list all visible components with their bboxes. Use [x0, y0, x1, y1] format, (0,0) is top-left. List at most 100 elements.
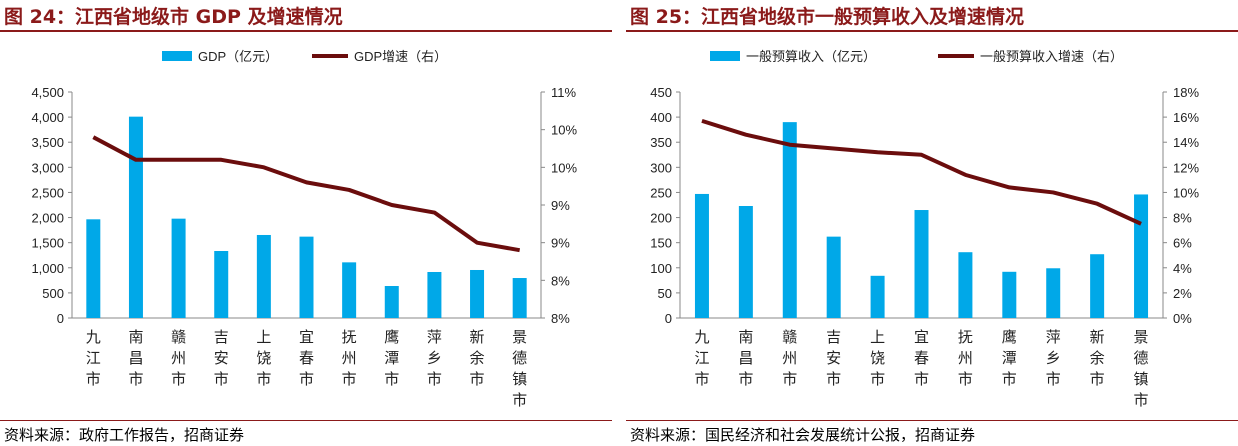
category-label: 乡	[1046, 349, 1061, 367]
category-label: 州	[782, 349, 797, 367]
category-label: 市	[470, 370, 485, 388]
y-tick-label: 300	[650, 160, 672, 175]
category-label: 安	[826, 349, 841, 367]
y-tick-label: 200	[650, 211, 672, 226]
bar	[1090, 254, 1105, 318]
category-label: 赣	[171, 328, 186, 346]
chart-panel-revenue: 图 25：江西省地级市一般预算收入及增速情况 一般预算收入（亿元） 一般预算收入增…	[626, 0, 1238, 446]
category-label: 市	[86, 370, 101, 388]
y2-tick-label: 18%	[1173, 85, 1199, 100]
bar	[427, 271, 442, 318]
category-label: 市	[1134, 391, 1149, 409]
chart-revenue: 一般预算收入（亿元） 一般预算收入增速（右） 0 50 100 150 200 250 300 3…	[650, 49, 1199, 409]
category-label: 春	[914, 349, 929, 367]
y-tick-label: 250	[650, 185, 672, 200]
bar	[171, 218, 186, 318]
y2-tick-label: 12%	[1173, 160, 1199, 175]
bar	[342, 262, 357, 318]
title-divider	[0, 30, 612, 32]
category-label: 市	[214, 370, 229, 388]
category-label: 吉	[214, 328, 229, 346]
y2-tick-label: 8%	[551, 311, 570, 326]
category-label: 市	[299, 370, 314, 388]
legend-label: 一般预算收入增速（右）	[980, 49, 1123, 64]
category-label: 市	[782, 370, 797, 388]
bar	[870, 275, 885, 318]
category-label: 饶	[256, 349, 271, 367]
category-label: 九	[86, 328, 101, 346]
bar	[826, 236, 841, 318]
y-tick-label: 2,500	[31, 185, 64, 200]
y2-tick-label: 8%	[1173, 211, 1192, 226]
bar	[299, 236, 314, 318]
y-tick-label: 50	[658, 286, 672, 301]
bar	[782, 122, 797, 318]
y2-tick-label: 10%	[551, 160, 577, 175]
chart-panel-gdp: 图 24：江西省地级市 GDP 及增速情况 GDP（亿元） GDP增速（右） 0 50…	[0, 0, 612, 446]
category-label: 宜	[914, 328, 929, 346]
category-label: 萍	[1046, 328, 1061, 346]
category-label: 江	[694, 349, 709, 367]
category-label: 昌	[738, 349, 753, 367]
y-tick-label: 450	[650, 85, 672, 100]
legend: 一般预算收入（亿元） 一般预算收入增速（右）	[710, 49, 1123, 64]
source-note: 资料来源：国民经济和社会发展统计公报，招商证券	[630, 426, 976, 444]
legend-label: GDP增速（右）	[354, 49, 447, 64]
y-tick-label: 0	[665, 311, 672, 326]
category-label: 市	[1046, 370, 1061, 388]
bar	[1046, 268, 1061, 318]
category-label: 市	[870, 370, 885, 388]
category-label: 南	[128, 328, 143, 346]
y2-tick-label: 6%	[1173, 236, 1192, 251]
bar	[470, 269, 485, 318]
bar	[1002, 271, 1017, 318]
bar	[512, 278, 527, 318]
category-label: 德	[1134, 349, 1149, 367]
chart-title: 图 25：江西省地级市一般预算收入及增速情况	[630, 6, 1025, 28]
category-label: 市	[738, 370, 753, 388]
category-label: 萍	[427, 328, 442, 346]
y-tick-label: 400	[650, 110, 672, 125]
bar	[128, 116, 143, 318]
bar	[384, 286, 399, 318]
category-label: 市	[1002, 370, 1017, 388]
y2-tick-label: 16%	[1173, 110, 1199, 125]
category-label: 市	[694, 370, 709, 388]
y-tick-label: 500	[42, 286, 64, 301]
category-label: 余	[470, 349, 485, 367]
category-label: 潭	[384, 349, 399, 367]
bar	[214, 251, 229, 318]
bar	[914, 210, 929, 318]
category-label: 南	[738, 328, 753, 346]
category-label: 市	[826, 370, 841, 388]
title-divider	[626, 30, 1238, 32]
chart-gdp: GDP（亿元） GDP增速（右） 0 500 1,000 1,500 2,000 2,500 3…	[31, 49, 577, 409]
y-tick-label: 350	[650, 135, 672, 150]
category-label: 镇	[1134, 370, 1149, 388]
category-label: 州	[171, 349, 186, 367]
category-label: 乡	[427, 349, 442, 367]
category-label: 春	[299, 349, 314, 367]
category-label: 新	[1090, 328, 1105, 346]
category-label: 饶	[870, 349, 885, 367]
category-label: 市	[1090, 370, 1105, 388]
category-label: 市	[256, 370, 271, 388]
source-divider	[626, 420, 1238, 421]
category-label: 市	[958, 370, 973, 388]
category-label: 市	[384, 370, 399, 388]
category-label: 镇	[512, 370, 527, 388]
y-tick-label: 4,000	[31, 110, 64, 125]
category-label: 德	[512, 349, 527, 367]
category-label: 江	[86, 349, 101, 367]
category-label: 景	[512, 328, 527, 346]
source-divider	[0, 420, 612, 421]
legend-bar-swatch	[710, 51, 740, 61]
bar	[694, 193, 709, 318]
chart-title: 图 24：江西省地级市 GDP 及增速情况	[4, 6, 343, 28]
category-label: 吉	[826, 328, 841, 346]
bar	[1134, 194, 1149, 318]
category-label: 市	[128, 370, 143, 388]
source-note: 资料来源：政府工作报告，招商证券	[4, 426, 245, 444]
category-label: 赣	[782, 328, 797, 346]
growth-line	[92, 135, 521, 253]
